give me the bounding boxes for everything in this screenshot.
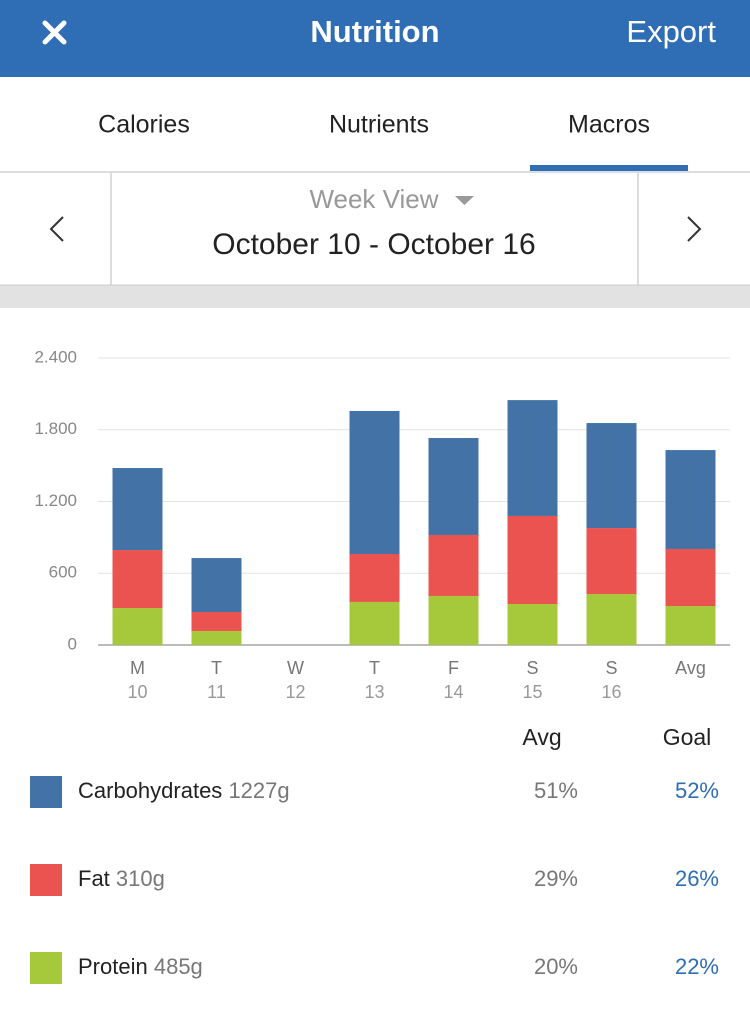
goal-percent: 26% — [675, 866, 719, 891]
x-tick-label: S — [526, 658, 538, 678]
legend-swatch — [30, 864, 62, 896]
tab-indicator — [530, 165, 688, 172]
bar-segment — [586, 594, 637, 645]
x-tick-sublabel: 12 — [285, 682, 305, 702]
macro-name: Protein — [78, 954, 148, 979]
y-tick-label: 1.200 — [34, 491, 77, 510]
macro-amount: 485g — [154, 954, 203, 979]
prev-week[interactable] — [49, 216, 64, 242]
goal-percent: 52% — [675, 778, 719, 803]
bar-segment — [586, 528, 637, 595]
header-bar — [0, 0, 750, 77]
legend-swatch — [30, 776, 62, 808]
x-tick-label: Avg — [675, 658, 706, 678]
x-tick-label: F — [448, 658, 459, 678]
bar-segment — [507, 400, 558, 516]
bar-segment — [665, 606, 716, 645]
bar-segment — [349, 553, 400, 602]
bar-segment — [507, 515, 558, 604]
bar-segment — [112, 608, 163, 645]
separator-band — [0, 285, 750, 308]
column-header: Goal — [663, 724, 712, 750]
legend-label: Carbohydrates 1227g — [78, 778, 290, 803]
x-tick-label: S — [605, 658, 617, 678]
close-button[interactable] — [42, 20, 67, 45]
bar-segment — [665, 548, 716, 607]
avg-percent: 20% — [534, 954, 578, 979]
bar-segment — [349, 601, 400, 645]
x-tick-sublabel: 10 — [127, 682, 147, 702]
legend-swatch — [30, 952, 62, 984]
bar-segment — [191, 611, 242, 632]
view-selector[interactable]: Week View — [309, 184, 438, 214]
goal-percent: 22% — [675, 954, 719, 979]
x-tick-label: T — [369, 658, 380, 678]
macro-amount: 1227g — [228, 778, 289, 803]
export-button[interactable]: Export — [626, 14, 716, 49]
bar-segment — [428, 534, 479, 596]
avg-percent: 29% — [534, 866, 578, 891]
y-tick-label: 1.800 — [34, 419, 77, 438]
bar-segment — [507, 603, 558, 645]
bar-segment — [191, 631, 242, 645]
y-tick-label: 600 — [49, 563, 77, 582]
bar-segment — [112, 468, 163, 551]
next-week[interactable] — [687, 216, 702, 242]
tab[interactable]: Calories — [98, 111, 190, 139]
column-header: Avg — [522, 724, 561, 750]
bar-segment — [586, 423, 637, 529]
x-tick-label: M — [130, 658, 145, 678]
x-tick-label: T — [211, 658, 222, 678]
x-tick-sublabel: 13 — [364, 682, 384, 702]
x-tick-sublabel: 14 — [443, 682, 463, 702]
y-tick-label: 2.400 — [34, 347, 77, 366]
macro-name: Carbohydrates — [78, 778, 222, 803]
x-tick-sublabel: 16 — [601, 682, 621, 702]
header-title: Nutrition — [310, 14, 439, 49]
macro-name: Fat — [78, 866, 110, 891]
bar-segment — [112, 550, 163, 609]
date-range: October 10 - October 16 — [212, 228, 536, 261]
legend-label: Fat 310g — [78, 866, 165, 891]
x-tick-label: W — [287, 658, 304, 678]
bar-segment — [349, 410, 400, 554]
x-tick-sublabel: 11 — [207, 682, 226, 702]
legend-label: Protein 485g — [78, 954, 203, 979]
tab[interactable]: Macros — [568, 111, 650, 139]
avg-percent: 51% — [534, 778, 578, 803]
y-tick-label: 0 — [68, 634, 77, 653]
bar-segment — [428, 438, 479, 535]
x-tick-sublabel: 15 — [522, 682, 542, 702]
bar-segment — [428, 595, 479, 645]
bar-segment — [665, 450, 716, 549]
tab[interactable]: Nutrients — [329, 111, 429, 139]
bar-segment — [191, 558, 242, 612]
dropdown-icon — [455, 196, 474, 205]
macro-amount: 310g — [116, 866, 165, 891]
